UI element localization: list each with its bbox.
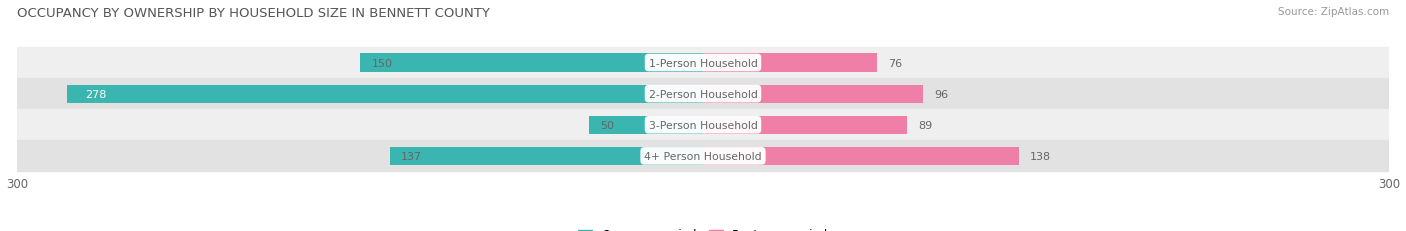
Bar — [17, 79, 1389, 110]
Text: Source: ZipAtlas.com: Source: ZipAtlas.com — [1278, 7, 1389, 17]
Text: 138: 138 — [1031, 151, 1052, 161]
Text: 137: 137 — [401, 151, 422, 161]
Text: 4+ Person Household: 4+ Person Household — [644, 151, 762, 161]
Bar — [703, 85, 922, 103]
Text: OCCUPANCY BY OWNERSHIP BY HOUSEHOLD SIZE IN BENNETT COUNTY: OCCUPANCY BY OWNERSHIP BY HOUSEHOLD SIZE… — [17, 7, 489, 20]
Bar — [703, 116, 907, 134]
Bar — [703, 147, 1018, 165]
Text: 2-Person Household: 2-Person Household — [648, 89, 758, 99]
Bar — [389, 147, 703, 165]
Text: 96: 96 — [934, 89, 948, 99]
Bar — [17, 110, 1389, 141]
Bar — [589, 116, 703, 134]
Bar — [17, 141, 1389, 172]
Text: 76: 76 — [889, 58, 903, 68]
Bar — [67, 85, 703, 103]
Text: 1-Person Household: 1-Person Household — [648, 58, 758, 68]
Bar — [17, 48, 1389, 79]
Text: 278: 278 — [86, 89, 107, 99]
Legend: Owner-occupied, Renter-occupied: Owner-occupied, Renter-occupied — [572, 224, 834, 231]
Bar — [703, 54, 877, 72]
Bar — [360, 54, 703, 72]
Text: 50: 50 — [600, 120, 614, 130]
Text: 3-Person Household: 3-Person Household — [648, 120, 758, 130]
Text: 150: 150 — [371, 58, 392, 68]
Text: 89: 89 — [918, 120, 932, 130]
